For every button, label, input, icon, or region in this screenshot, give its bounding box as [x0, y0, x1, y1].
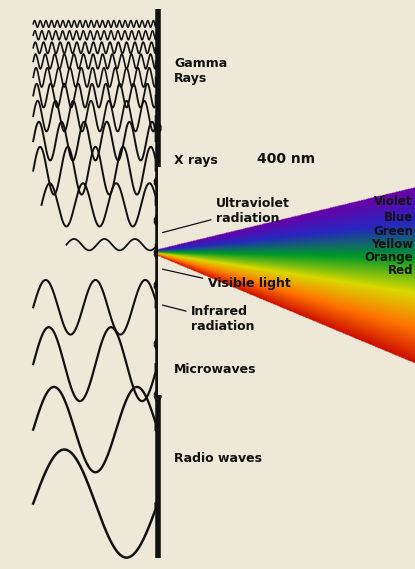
- Text: Ultraviolet
radiation: Ultraviolet radiation: [216, 196, 290, 225]
- Text: Radio waves: Radio waves: [174, 452, 262, 464]
- Text: Violet: Violet: [374, 196, 413, 208]
- Text: Infrared
radiation: Infrared radiation: [191, 304, 254, 333]
- Text: X rays: X rays: [174, 154, 218, 167]
- Text: Gamma
Rays: Gamma Rays: [174, 57, 227, 85]
- Text: Red: Red: [388, 264, 413, 277]
- Text: Microwaves: Microwaves: [174, 364, 257, 376]
- Text: Orange: Orange: [364, 251, 413, 263]
- Text: Green: Green: [373, 225, 413, 238]
- Text: Blue: Blue: [384, 211, 413, 224]
- Text: Yellow: Yellow: [371, 238, 413, 251]
- Text: Visible light: Visible light: [208, 277, 290, 290]
- Text: 400 nm: 400 nm: [257, 152, 315, 166]
